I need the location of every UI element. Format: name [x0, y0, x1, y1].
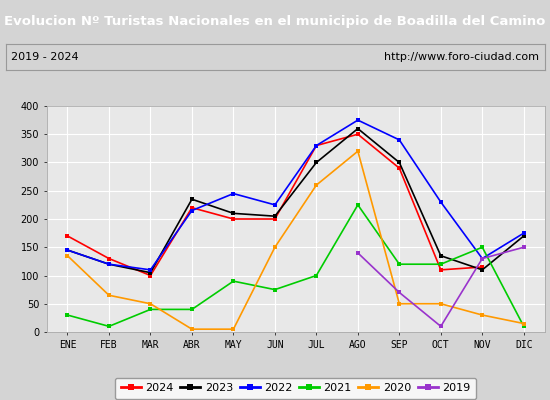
Text: http://www.foro-ciudad.com: http://www.foro-ciudad.com: [384, 52, 539, 62]
Legend: 2024, 2023, 2022, 2021, 2020, 2019: 2024, 2023, 2022, 2021, 2020, 2019: [115, 378, 476, 399]
Text: 2019 - 2024: 2019 - 2024: [11, 52, 79, 62]
Text: Evolucion Nº Turistas Nacionales en el municipio de Boadilla del Camino: Evolucion Nº Turistas Nacionales en el m…: [4, 14, 546, 28]
